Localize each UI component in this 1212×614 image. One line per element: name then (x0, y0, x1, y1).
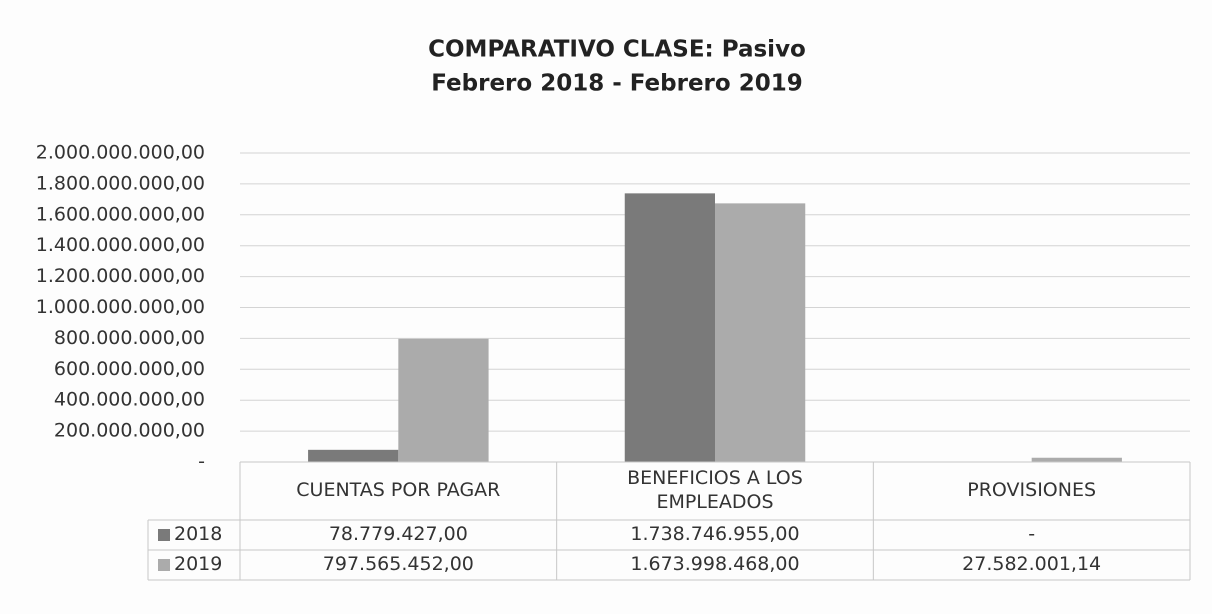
legend-label: 2018 (174, 523, 223, 546)
chart-subtitle: Febrero 2018 - Febrero 2019 (431, 71, 802, 97)
data-label: 1.673.998.468,00 (630, 553, 800, 576)
chart-title: COMPARATIVO CLASE: Pasivo (428, 37, 806, 63)
legend-swatch (158, 529, 170, 541)
data-label: 797.565.452,00 (322, 553, 474, 576)
data-label: 1.738.746.955,00 (630, 523, 800, 546)
y-tick-label: 400.000.000,00 (54, 389, 205, 411)
category-label: BENEFICIOS A LOS EMPLEADOS (627, 467, 803, 513)
data-label: 78.779.427,00 (328, 523, 468, 546)
y-tick-label: 1.200.000.000,00 (36, 265, 205, 287)
y-tick-label: 600.000.000,00 (54, 358, 205, 380)
category-label: CUENTAS POR PAGAR (296, 479, 501, 502)
y-tick-label: 1.400.000.000,00 (36, 234, 205, 256)
category-label: PROVISIONES (967, 479, 1097, 502)
bar (398, 338, 489, 462)
y-tick-label: - (198, 451, 205, 473)
legend-label: 2019 (174, 553, 223, 576)
bar (715, 203, 806, 462)
y-tick-label: 1.800.000.000,00 (36, 172, 205, 194)
y-tick-label: 800.000.000,00 (54, 327, 205, 349)
bar (308, 449, 399, 462)
bar (624, 193, 715, 463)
legend-swatch (158, 559, 170, 571)
data-label: 27.582.001,14 (962, 553, 1102, 576)
data-label: - (1028, 523, 1036, 546)
y-tick-label: 1.600.000.000,00 (36, 203, 205, 225)
y-tick-label: 200.000.000,00 (54, 420, 205, 442)
y-tick-label: 2.000.000.000,00 (36, 142, 205, 164)
bar (1031, 457, 1122, 462)
y-tick-label: 1.000.000.000,00 (36, 296, 205, 318)
